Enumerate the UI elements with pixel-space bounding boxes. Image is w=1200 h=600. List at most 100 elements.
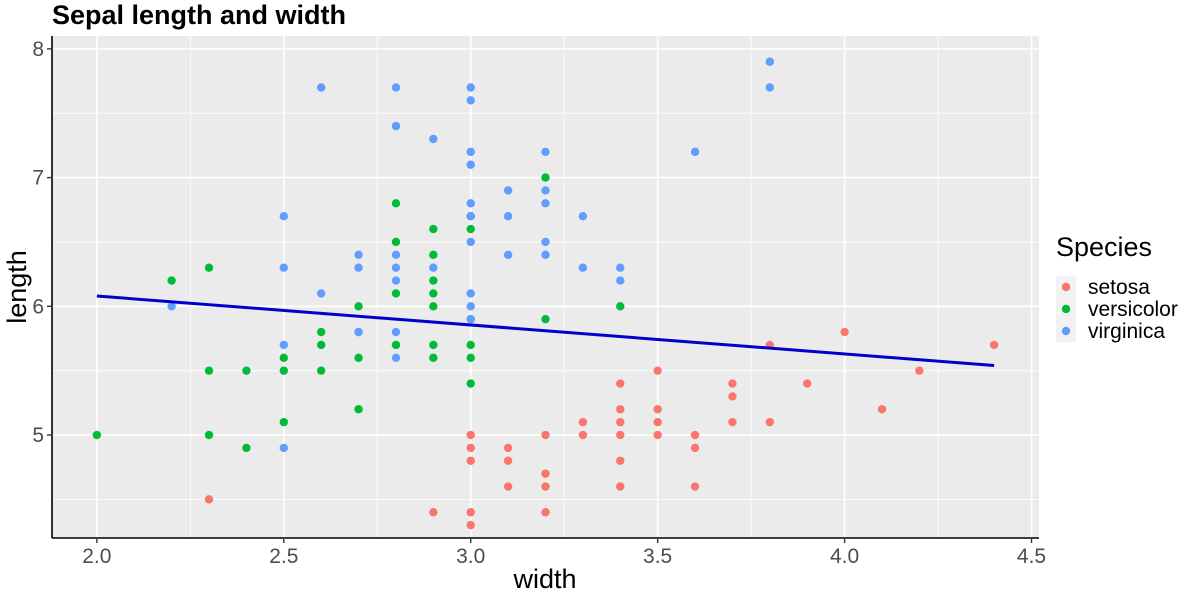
point-setosa [690, 430, 700, 440]
point-setosa [877, 405, 887, 414]
point-virginica [391, 276, 401, 285]
point-setosa [466, 520, 475, 530]
point-virginica [391, 263, 401, 272]
point-versicolor [466, 379, 475, 388]
point-versicolor [391, 199, 401, 208]
point-virginica [316, 83, 326, 92]
point-versicolor [279, 353, 288, 362]
x-tick-label: 4.5 [1017, 545, 1046, 568]
point-virginica [466, 160, 475, 169]
point-virginica [765, 57, 775, 66]
point-versicolor [466, 340, 475, 350]
axis-ticks: 2.0 2.5 3.0 3.5 4.0 4.5 5 6 7 8 [32, 38, 1046, 568]
point-setosa [616, 417, 625, 427]
point-virginica [391, 353, 401, 362]
point-virginica [503, 250, 513, 260]
legend-title: Species [1056, 232, 1152, 262]
point-setosa [803, 379, 812, 388]
point-virginica [279, 263, 288, 272]
point-setosa [466, 508, 475, 517]
point-virginica [466, 96, 475, 105]
point-versicolor [391, 289, 401, 298]
point-versicolor [429, 340, 438, 350]
point-virginica [279, 340, 288, 350]
point-virginica [279, 443, 288, 453]
point-setosa [616, 456, 625, 465]
y-tick-label: 6 [32, 295, 44, 318]
point-versicolor [466, 353, 475, 362]
point-virginica [354, 327, 363, 337]
point-setosa [429, 508, 438, 517]
point-setosa [915, 366, 924, 375]
point-setosa [541, 469, 550, 478]
point-versicolor [429, 276, 438, 285]
point-setosa [765, 417, 775, 427]
point-setosa [616, 430, 625, 440]
point-versicolor [429, 224, 438, 234]
point-virginica [503, 212, 513, 221]
point-virginica [316, 289, 326, 298]
trend-line [96, 294, 995, 368]
point-virginica [391, 250, 401, 260]
point-setosa [503, 456, 513, 465]
point-setosa [541, 430, 550, 440]
x-axis-label: width [512, 564, 576, 594]
point-versicolor [616, 302, 625, 311]
point-virginica [616, 263, 625, 272]
y-axis-label: length [2, 250, 32, 324]
point-versicolor [391, 340, 401, 350]
point-virginica [616, 276, 625, 285]
point-virginica [391, 83, 401, 92]
legend-label-versicolor: versicolor [1088, 298, 1178, 321]
point-setosa [989, 340, 999, 350]
point-setosa [653, 430, 662, 440]
y-tick-label: 5 [32, 424, 44, 447]
point-versicolor [279, 366, 288, 375]
y-tick-label: 8 [32, 38, 44, 61]
point-setosa [690, 482, 700, 491]
x-tick-label: 3.5 [643, 545, 672, 568]
legend-marker-virginica [1061, 326, 1071, 336]
data-points [92, 57, 999, 530]
point-setosa [466, 456, 475, 465]
point-versicolor [354, 302, 363, 311]
point-setosa [466, 443, 475, 453]
x-tick-label: 2.5 [269, 545, 298, 568]
point-virginica [466, 147, 475, 157]
point-setosa [541, 508, 550, 517]
point-setosa [616, 379, 625, 388]
point-virginica [466, 83, 475, 92]
point-setosa [541, 482, 550, 491]
point-virginica [354, 250, 363, 260]
point-versicolor [429, 289, 438, 298]
point-setosa [616, 405, 625, 414]
point-versicolor [429, 353, 438, 362]
point-virginica [578, 212, 588, 221]
point-setosa [578, 430, 588, 440]
point-versicolor [429, 302, 438, 311]
point-virginica [466, 212, 475, 221]
point-setosa [503, 482, 513, 491]
point-virginica [541, 250, 550, 260]
point-setosa [653, 366, 662, 375]
x-tick-label: 4.0 [830, 545, 859, 568]
point-virginica [541, 237, 550, 247]
point-versicolor [391, 237, 401, 247]
point-virginica [429, 263, 438, 272]
point-setosa [728, 417, 737, 427]
point-virginica [541, 186, 550, 195]
point-virginica [690, 147, 700, 157]
point-virginica [167, 302, 176, 311]
y-tick-label: 7 [32, 167, 44, 190]
point-versicolor [242, 366, 251, 375]
point-virginica [466, 289, 475, 298]
point-virginica [466, 199, 475, 208]
point-versicolor [354, 405, 363, 414]
point-setosa [653, 417, 662, 427]
point-versicolor [204, 263, 214, 272]
chart-title: Sepal length and width [52, 0, 346, 30]
legend-marker-setosa [1061, 282, 1071, 292]
point-versicolor [204, 366, 214, 375]
legend-label-setosa: setosa [1088, 276, 1150, 299]
point-versicolor [466, 224, 475, 234]
